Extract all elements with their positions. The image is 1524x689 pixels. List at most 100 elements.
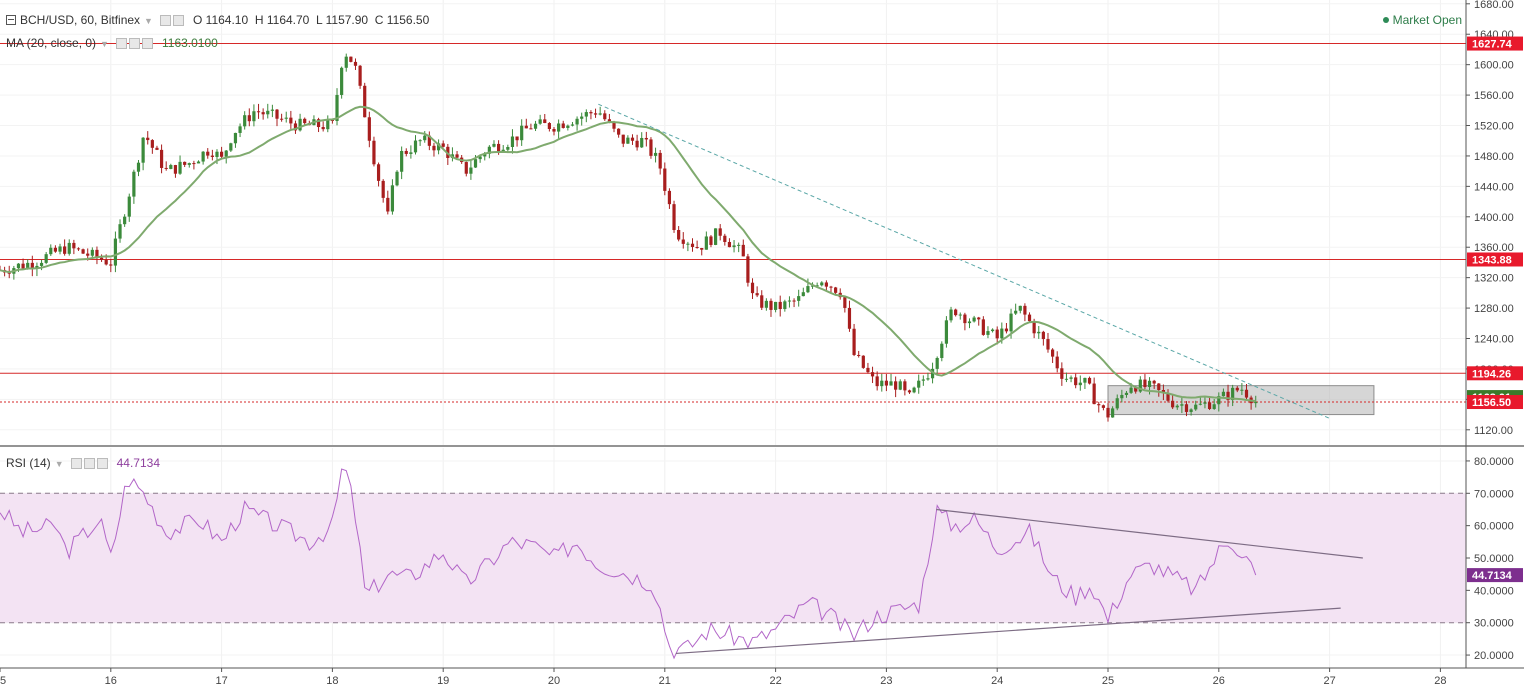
eye-icon[interactable] <box>70 458 82 469</box>
candle-body <box>173 165 178 174</box>
close-icon[interactable] <box>96 458 108 469</box>
candle-body <box>723 235 727 242</box>
time-tick-label: 26 <box>1213 675 1225 687</box>
close-icon[interactable] <box>142 38 154 49</box>
candle-body <box>690 243 695 247</box>
close-label: C <box>374 13 384 27</box>
ma-line[interactable] <box>0 105 1256 403</box>
ma-label[interactable]: MA (20, close, 0) <box>6 36 97 50</box>
time-tick-label: 23 <box>880 675 892 687</box>
chevron-down-icon[interactable]: ▼ <box>144 16 153 26</box>
candle-body <box>436 143 441 151</box>
trend-line[interactable] <box>598 103 1330 419</box>
open-label: O <box>192 13 203 27</box>
candle-body <box>732 245 736 248</box>
time-tick-label: 20 <box>548 675 560 687</box>
candle-body <box>390 185 395 212</box>
candle-body <box>53 247 57 252</box>
candle-body <box>469 167 473 174</box>
candle-body <box>769 300 773 310</box>
status-dot-icon <box>1382 17 1389 23</box>
chevron-down-icon[interactable]: ▼ <box>100 39 109 49</box>
candle-body <box>409 152 413 154</box>
market-status: Market Open <box>1382 13 1462 27</box>
candle-body <box>187 163 191 165</box>
candle-body <box>561 123 565 128</box>
rsi-value: 44.7134 <box>116 456 161 470</box>
candle-body <box>977 317 981 320</box>
price-tick-label: 1520.00 <box>1474 121 1514 133</box>
collapse-icon[interactable] <box>6 15 16 25</box>
candle-body <box>1106 407 1110 418</box>
candle-body <box>76 248 81 250</box>
candle-body <box>58 246 62 252</box>
candle-body <box>104 259 108 265</box>
candle-body <box>1041 331 1045 340</box>
candle-body <box>1027 314 1032 322</box>
candle-body <box>880 380 884 387</box>
main-legend: BCH/USD, 60, Bitfinex ▼ O 1164.10 H 1164.… <box>6 13 429 27</box>
candle-body <box>520 125 524 141</box>
candle-body <box>635 140 639 148</box>
candle-body <box>1018 305 1022 311</box>
rsi-trend-line[interactable] <box>936 508 1363 559</box>
time-tick-label: 28 <box>1434 675 1446 687</box>
candle-body <box>1060 368 1064 379</box>
candle-body <box>815 285 819 287</box>
settings-icon[interactable] <box>160 15 172 26</box>
candle-body <box>958 314 962 316</box>
market-status-label: Market Open <box>1392 13 1462 27</box>
candle-body <box>169 165 173 169</box>
rsi-trend-line[interactable] <box>675 607 1341 655</box>
candle-body <box>737 244 741 246</box>
candle-body <box>663 168 667 191</box>
candle-body <box>750 282 755 294</box>
candle-body <box>718 228 722 236</box>
candle-body <box>155 147 159 150</box>
rsi-line[interactable] <box>0 468 1257 660</box>
settings-icon[interactable] <box>83 458 95 469</box>
time-tick-label: 17 <box>215 675 227 687</box>
format-icon[interactable] <box>173 15 185 26</box>
eye-icon[interactable] <box>116 38 128 49</box>
candle-body <box>178 161 182 174</box>
candle-body <box>298 118 302 131</box>
candle-body <box>455 154 459 158</box>
candle-body <box>243 115 247 127</box>
candle-body <box>1000 328 1004 339</box>
chevron-down-icon[interactable]: ▼ <box>54 459 64 469</box>
settings-icon[interactable] <box>129 38 141 49</box>
rsi-tick-label: 30.0000 <box>1474 618 1514 630</box>
candle-body <box>335 94 339 121</box>
candle-body <box>376 164 381 181</box>
candle-body <box>95 249 99 258</box>
candle-body <box>806 286 810 293</box>
candle-body <box>1046 339 1050 350</box>
candle-body <box>90 249 94 256</box>
candle-body <box>1212 404 1216 409</box>
symbol-label[interactable]: BCH/USD, 60, Bitfinex <box>20 13 141 27</box>
candle-body <box>870 372 875 377</box>
candle-body <box>266 110 270 115</box>
candle-body <box>1203 402 1207 404</box>
candle-body <box>316 119 321 128</box>
candle-body <box>760 295 764 308</box>
candle-body <box>1037 331 1041 334</box>
candle-body <box>1064 378 1069 380</box>
candle-body <box>995 329 999 339</box>
candle-body <box>1231 387 1235 401</box>
candle-body <box>49 247 53 255</box>
candle-body <box>681 239 685 244</box>
candle-body <box>280 118 284 120</box>
candle-body <box>395 171 399 186</box>
candle-body <box>1226 391 1230 401</box>
candle-body <box>1254 402 1258 404</box>
candle-body <box>709 236 713 245</box>
candle-body <box>510 136 515 147</box>
open-value: 1164.10 <box>205 13 249 27</box>
candle-body <box>801 292 805 297</box>
rsi-label[interactable]: RSI (14) <box>6 456 51 470</box>
candle-body <box>1078 382 1082 386</box>
price-tick-label: 1680.00 <box>1474 0 1514 11</box>
